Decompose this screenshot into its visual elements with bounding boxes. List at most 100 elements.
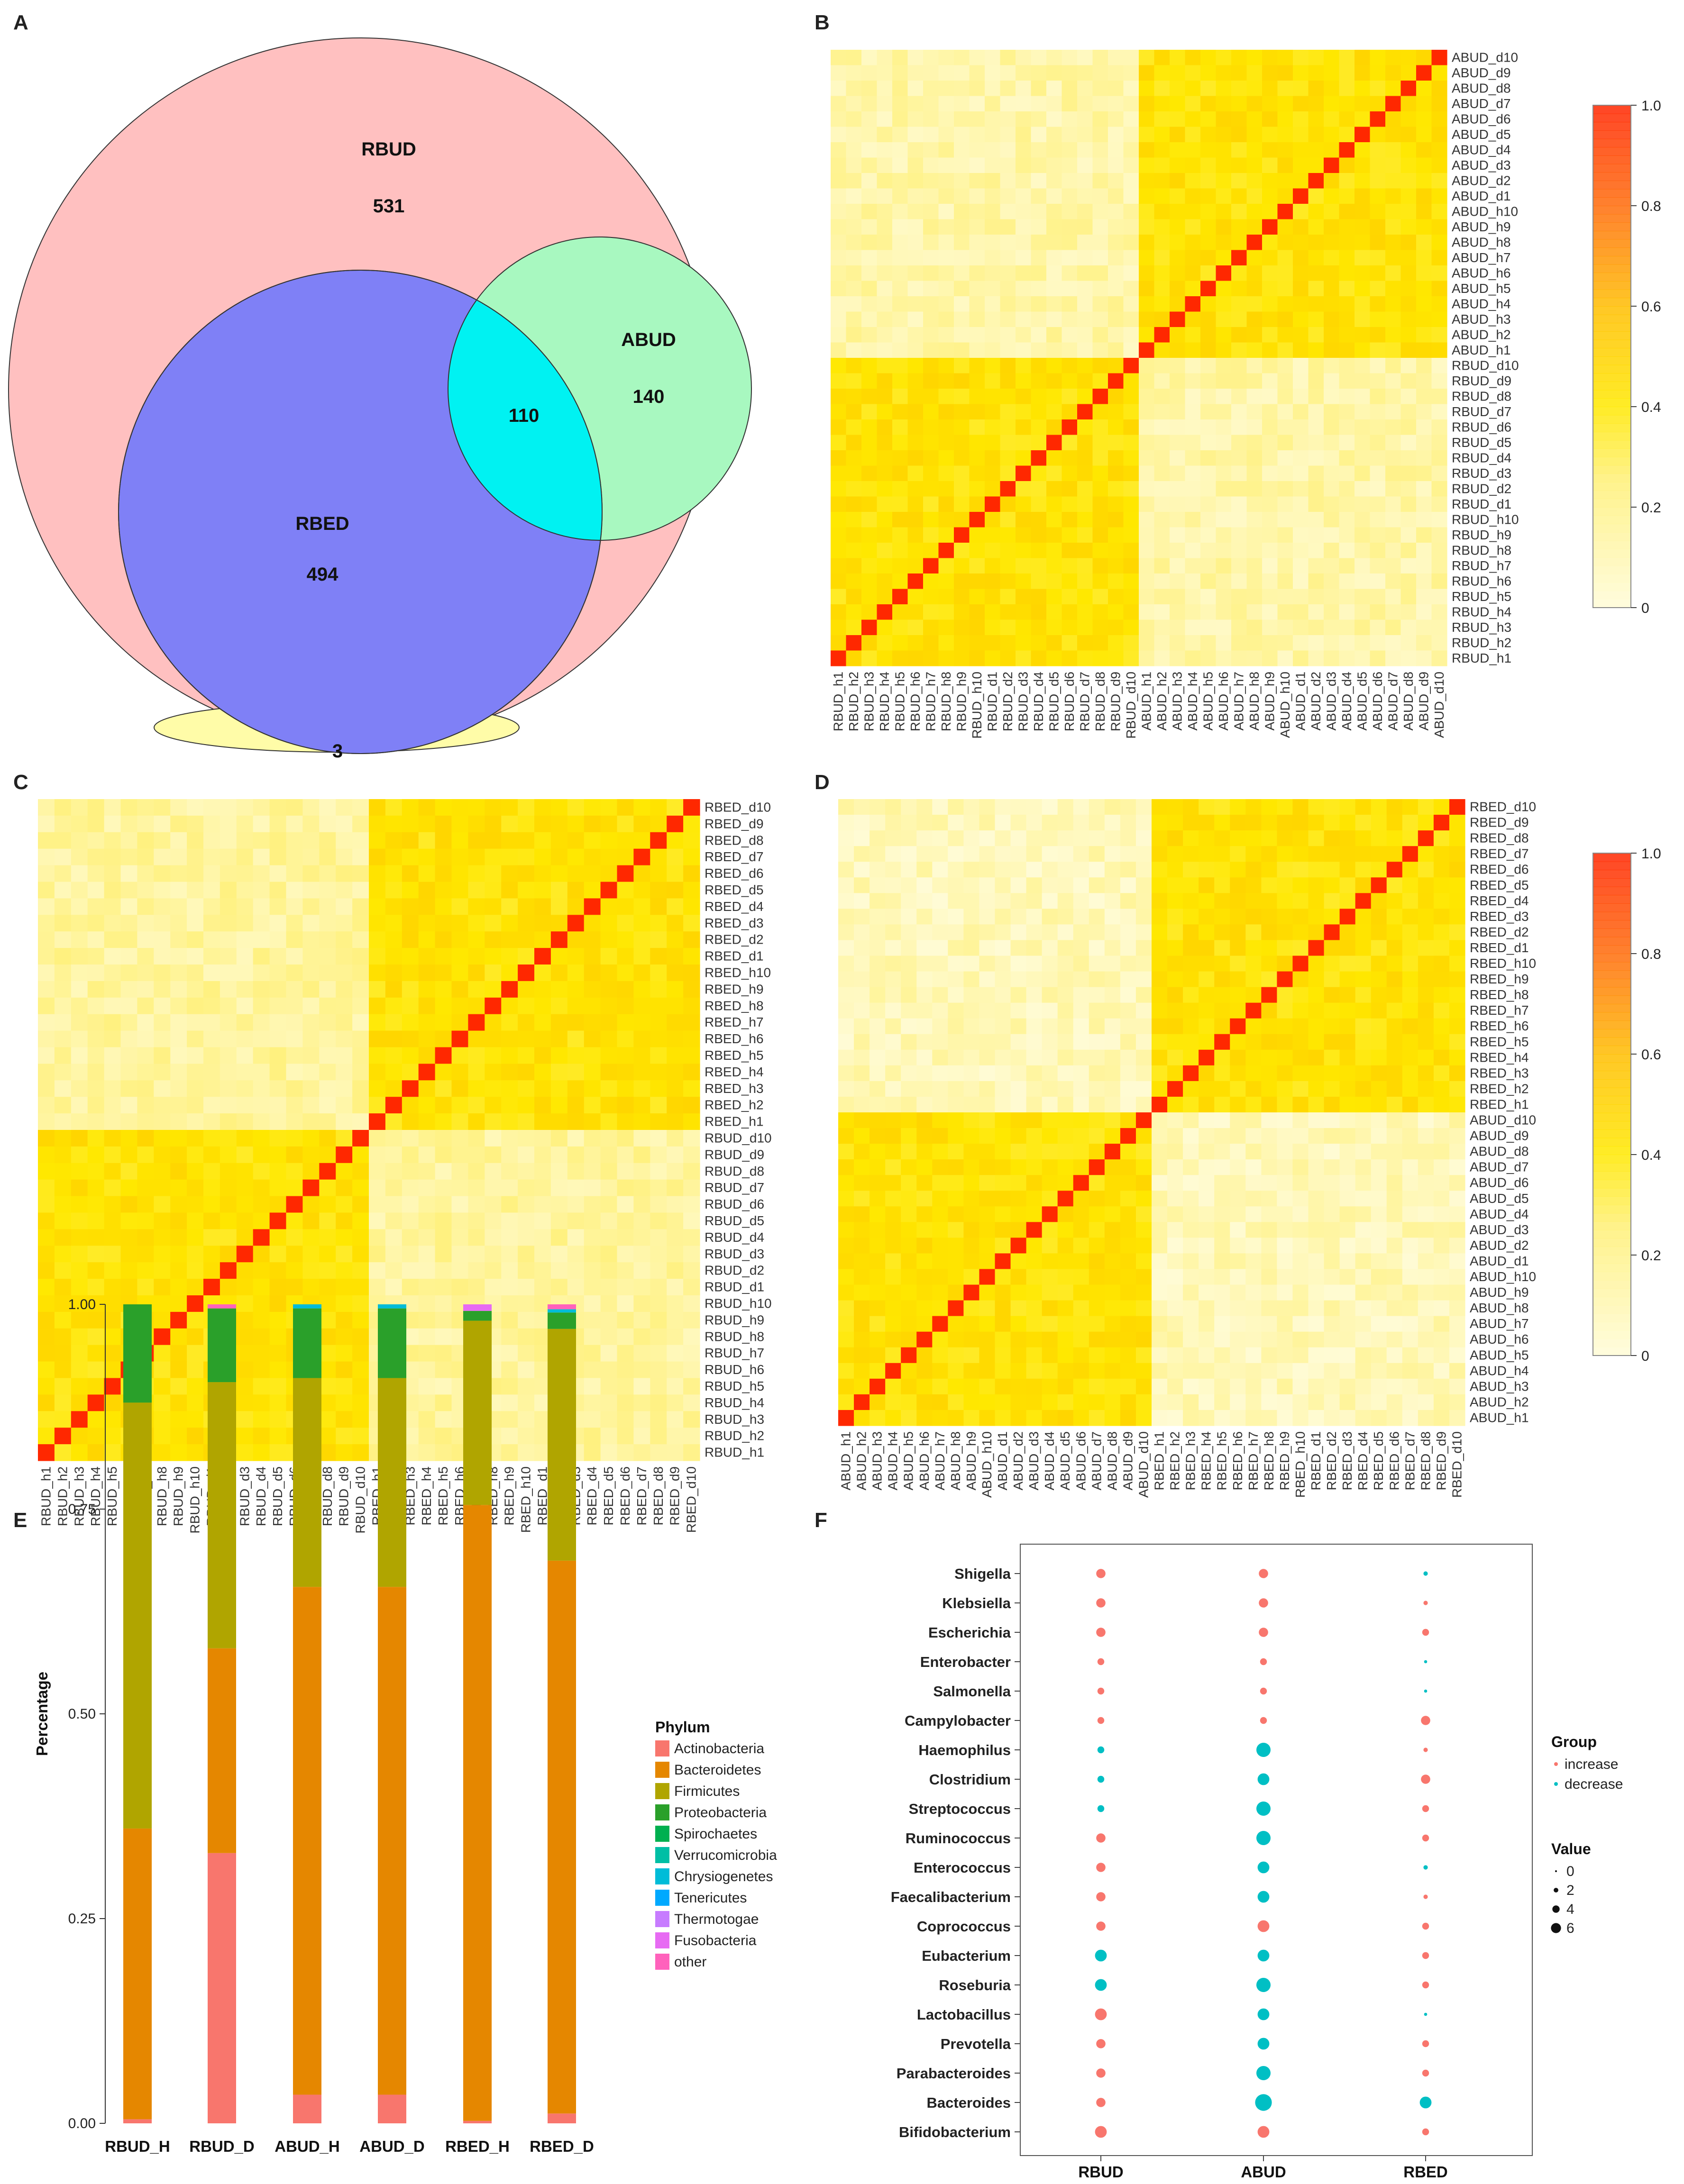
heatmap-cell [302, 1064, 320, 1081]
heatmap-cell [892, 512, 908, 528]
heatmap-cell [1185, 450, 1201, 466]
heatmap-cell [1152, 1002, 1168, 1019]
heatmap-cell [1185, 558, 1201, 574]
heatmap-cell [1016, 265, 1032, 282]
heatmap-cell [1077, 373, 1093, 389]
heatmap-col-label: ABUD_h5 [1200, 672, 1215, 731]
heatmap-cell [71, 1097, 88, 1114]
heatmap-cell [600, 1014, 618, 1031]
heatmap-cell [1123, 96, 1139, 112]
heatmap-cell [54, 1328, 72, 1346]
heatmap-cell [220, 1163, 237, 1180]
heatmap-cell [1092, 173, 1108, 189]
heatmap-cell [1042, 846, 1058, 862]
heatmap-cell [995, 987, 1011, 1003]
heatmap-cell [885, 1284, 901, 1301]
heatmap-cell [154, 1411, 171, 1428]
heatmap-cell [923, 635, 939, 651]
heatmap-cell [385, 931, 403, 948]
heatmap-cell [877, 81, 893, 97]
heatmap-cell [567, 965, 585, 982]
heatmap-cell [1402, 1347, 1419, 1364]
heatmap-cell [71, 1146, 88, 1164]
heatmap-cell [1231, 389, 1247, 405]
heatmap-cell [901, 940, 917, 956]
heatmap-cell [71, 1064, 88, 1081]
heatmap-cell [1292, 815, 1309, 831]
heatmap-cell [1449, 924, 1465, 941]
heatmap-cell [854, 1128, 870, 1144]
heatmap-cell [892, 265, 908, 282]
heatmap-cell [54, 1378, 72, 1395]
heatmap-cell [916, 799, 933, 815]
heatmap-cell [154, 1064, 171, 1081]
heatmap-cell [1371, 1034, 1387, 1050]
heatmap-cell [1355, 435, 1371, 451]
heatmap-cell [71, 948, 88, 965]
heatmap-cell [120, 1047, 137, 1064]
heatmap-cell [1183, 893, 1199, 909]
heatmap-cell [352, 1179, 369, 1197]
heatmap-cell [1355, 389, 1371, 405]
heatmap-cell [995, 1410, 1011, 1426]
heatmap-cell [1216, 373, 1232, 389]
heatmap-cell [170, 799, 187, 816]
heatmap-cell [869, 1284, 886, 1301]
heatmap-cell [650, 865, 667, 883]
heatmap-cell [369, 1246, 386, 1263]
heatmap-cell [1449, 909, 1465, 925]
heatmap-cell [1046, 219, 1062, 235]
heatmap-cell [1246, 157, 1263, 173]
heatmap-cell [600, 948, 618, 965]
heatmap-cell [38, 948, 55, 965]
heatmap-cell [869, 1253, 886, 1270]
heatmap-cell [985, 311, 1001, 328]
heatmap-cell [854, 830, 870, 846]
heatmap-cell [877, 527, 893, 543]
heatmap-cell [1152, 862, 1168, 878]
heatmap-cell [1231, 358, 1247, 374]
heatmap-cell [916, 1128, 933, 1144]
heatmap-cell [948, 1081, 964, 1097]
heatmap-cell [1324, 1081, 1340, 1097]
heatmap-cell [954, 496, 970, 512]
heatmap-cell [336, 1163, 353, 1180]
heatmap-cell [352, 1311, 369, 1329]
heatmap-cell [901, 1363, 917, 1379]
heatmap-cell [187, 948, 204, 965]
heatmap-cell [1324, 358, 1340, 374]
heatmap-cell [170, 898, 187, 915]
heatmap-cell [1339, 404, 1355, 420]
heatmap-cell [1092, 157, 1108, 173]
heatmap-cell [584, 799, 601, 816]
heatmap-cell [963, 909, 980, 925]
heatmap-cell [995, 909, 1011, 925]
heatmap-cell [253, 1262, 270, 1279]
heatmap-cell [1277, 342, 1293, 358]
heatmap-cell [633, 815, 650, 833]
heatmap-cell [38, 1196, 55, 1213]
heatmap-cell [468, 1030, 485, 1048]
heatmap-cell [1324, 1065, 1340, 1082]
heatmap-cell [1386, 1269, 1403, 1285]
heatmap-cell [1245, 1065, 1262, 1082]
heatmap-cell [269, 865, 287, 883]
heatmap-cell [1262, 543, 1278, 559]
heatmap-cell [1339, 1394, 1356, 1410]
heatmap-row-label: RBED_h8 [705, 998, 764, 1013]
heatmap-cell [369, 799, 386, 816]
heatmap-cell [667, 965, 684, 982]
heatmap-cell [979, 893, 996, 909]
heatmap-cell [901, 830, 917, 846]
heatmap-cell [1355, 987, 1372, 1003]
heatmap-cell [286, 1146, 303, 1164]
heatmap-cell [979, 1410, 996, 1426]
heatmap-cell [1073, 1410, 1089, 1426]
heatmap-cell [87, 948, 105, 965]
heatmap-row-label: ABUD_d1 [1452, 189, 1511, 203]
heatmap-cell [1449, 1238, 1465, 1254]
heatmap-cell [1089, 971, 1105, 988]
heatmap-cell [1386, 1331, 1403, 1348]
heatmap-cell [236, 931, 254, 948]
heatmap-cell [963, 1191, 980, 1207]
